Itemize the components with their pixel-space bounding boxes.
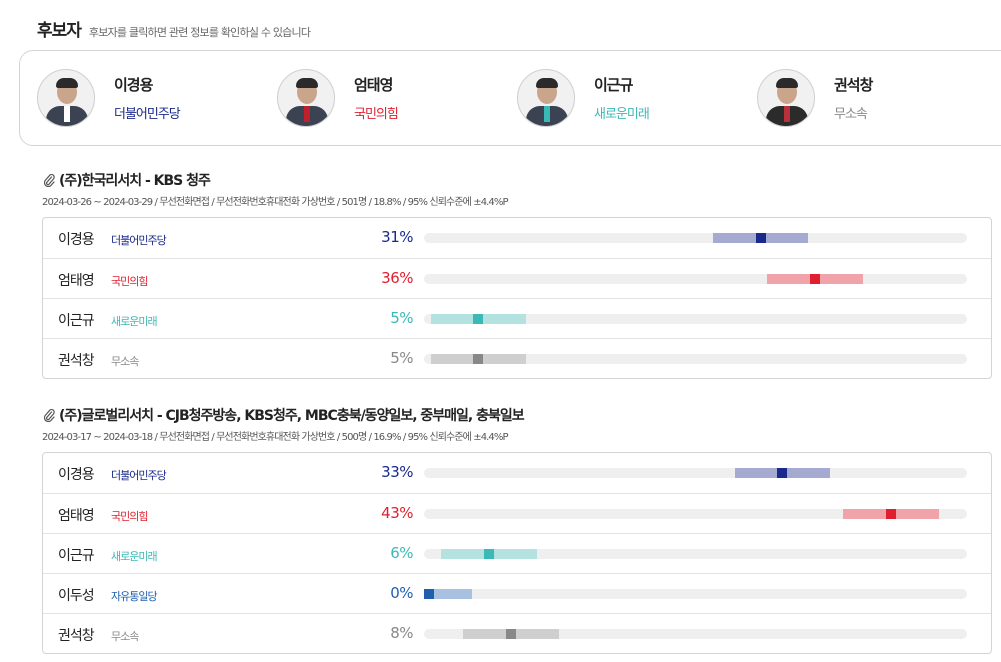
support-point-marker <box>885 509 896 519</box>
candidate-name: 이근규 <box>594 76 633 94</box>
poll-meta-1: 2024-03-26 ~ 2024-03-29 / 무선전화면접 / 무선전화번… <box>42 197 509 208</box>
poll-row: 권석창 무소속 5% <box>43 338 991 378</box>
support-bar-track <box>424 549 967 559</box>
support-point-marker <box>473 314 484 324</box>
candidate-card-1[interactable]: 이경용 더불어민주당 <box>37 69 181 127</box>
row-percent: 36% <box>381 269 413 287</box>
support-point-marker <box>809 274 820 284</box>
support-bar-track <box>424 589 967 599</box>
row-party: 무소속 <box>111 630 139 643</box>
support-bar-track <box>424 354 967 364</box>
row-candidate-name: 이경용 <box>58 467 95 483</box>
row-candidate-name: 이경용 <box>58 232 95 248</box>
row-percent: 5% <box>390 309 413 327</box>
poll-row: 권석창 무소속 8% <box>43 613 991 653</box>
row-candidate-name: 권석창 <box>58 353 95 369</box>
section-header: 후보자 후보자를 클릭하면 관련 정보를 확인하실 수 있습니다 <box>37 16 311 41</box>
support-point-marker <box>755 233 766 243</box>
poll-name: (주)글로벌리서치 - CJB청주방송, KBS청주, MBC충북/동양일보, … <box>59 408 525 424</box>
row-candidate-name: 엄태영 <box>58 508 95 524</box>
row-percent: 8% <box>390 624 413 642</box>
candidate-party: 더불어민주당 <box>114 107 181 122</box>
paperclip-icon <box>44 173 55 187</box>
poll-row: 엄태영 국민의힘 36% <box>43 258 991 298</box>
row-percent: 5% <box>390 349 413 367</box>
row-percent: 33% <box>381 463 413 481</box>
candidate-photo[interactable] <box>277 69 335 127</box>
candidate-party: 국민의힘 <box>354 107 399 122</box>
candidate-photo[interactable] <box>517 69 575 127</box>
row-percent: 31% <box>381 228 413 246</box>
row-candidate-name: 엄태영 <box>58 273 95 289</box>
support-point-marker <box>505 629 516 639</box>
row-percent: 43% <box>381 504 413 522</box>
candidate-card-4[interactable]: 권석창 무소속 <box>757 69 873 127</box>
support-point-marker <box>424 589 434 599</box>
poll-table-1: 이경용 더불어민주당 31% 엄태영 국민의힘 36% 이근규 새로운미래 5%… <box>42 217 992 379</box>
poll-row: 엄태영 국민의힘 43% <box>43 493 991 533</box>
candidate-panel: 이경용 더불어민주당 엄태영 국민의힘 이근규 새로운미래 권석창 무소속 <box>19 50 1001 146</box>
support-point-marker <box>777 468 788 478</box>
candidate-card-3[interactable]: 이근규 새로운미래 <box>517 69 650 127</box>
row-party: 더불어민주당 <box>111 234 167 247</box>
candidate-name: 이경용 <box>114 76 153 94</box>
row-candidate-name: 이근규 <box>58 313 95 329</box>
row-candidate-name: 권석창 <box>58 628 95 644</box>
row-party: 새로운미래 <box>111 315 158 328</box>
row-party: 무소속 <box>111 355 139 368</box>
section-title: 후보자 <box>37 21 82 41</box>
support-bar-track <box>424 468 967 478</box>
paperclip-icon <box>44 408 55 422</box>
row-percent: 6% <box>390 544 413 562</box>
support-bar-track <box>424 629 967 639</box>
row-percent: 0% <box>390 584 413 602</box>
poll-row: 이경용 더불어민주당 31% <box>43 218 991 258</box>
support-bar-track <box>424 233 967 243</box>
poll-title-2: (주)글로벌리서치 - CJB청주방송, KBS청주, MBC충북/동양일보, … <box>44 405 525 425</box>
row-party: 자유통일당 <box>111 590 158 603</box>
support-point-marker <box>484 549 495 559</box>
row-party: 국민의힘 <box>111 510 148 523</box>
poll-row: 이두성 자유통일당 0% <box>43 573 991 613</box>
support-point-marker <box>473 354 484 364</box>
row-candidate-name: 이두성 <box>58 588 95 604</box>
candidate-party: 무소속 <box>834 107 868 122</box>
confidence-interval-bar <box>424 589 472 599</box>
row-candidate-name: 이근규 <box>58 548 95 564</box>
row-party: 새로운미래 <box>111 550 158 563</box>
candidate-party: 새로운미래 <box>594 107 650 122</box>
poll-title-1: (주)한국리서치 - KBS 청주 <box>44 170 211 190</box>
support-bar-track <box>424 509 967 519</box>
support-bar-track <box>424 274 967 284</box>
row-party: 더불어민주당 <box>111 469 167 482</box>
poll-row: 이근규 새로운미래 5% <box>43 298 991 338</box>
candidate-name: 엄태영 <box>354 76 393 94</box>
poll-table-2: 이경용 더불어민주당 33% 엄태영 국민의힘 43% 이근규 새로운미래 6%… <box>42 452 992 654</box>
poll-meta-2: 2024-03-17 ~ 2024-03-18 / 무선전화면접 / 무선전화번… <box>42 432 509 443</box>
section-subtitle: 후보자를 클릭하면 관련 정보를 확인하실 수 있습니다 <box>88 26 311 39</box>
candidate-photo[interactable] <box>757 69 815 127</box>
candidate-card-2[interactable]: 엄태영 국민의힘 <box>277 69 399 127</box>
poll-name: (주)한국리서치 - KBS 청주 <box>59 173 211 189</box>
row-party: 국민의힘 <box>111 275 148 288</box>
support-bar-track <box>424 314 967 324</box>
poll-row: 이경용 더불어민주당 33% <box>43 453 991 493</box>
candidate-photo[interactable] <box>37 69 95 127</box>
candidate-name: 권석창 <box>834 76 873 94</box>
poll-row: 이근규 새로운미래 6% <box>43 533 991 573</box>
